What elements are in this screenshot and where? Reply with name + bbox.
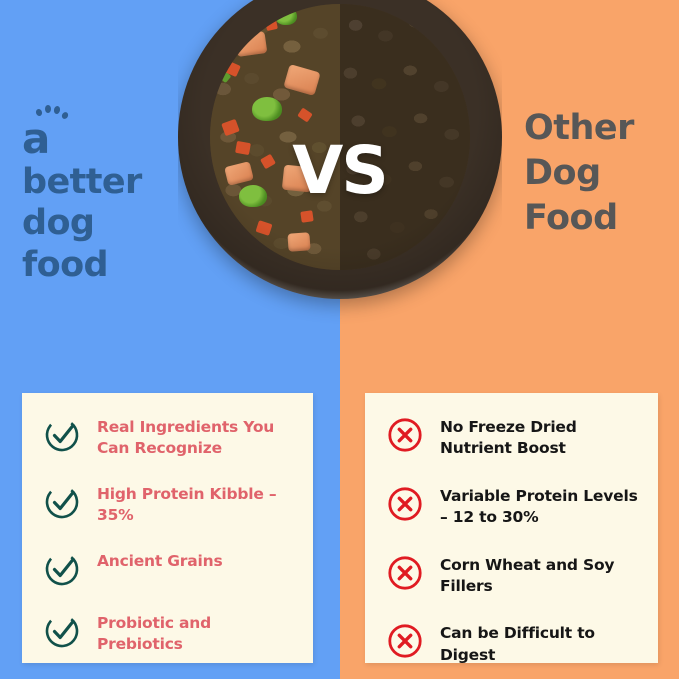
list-item: Variable Protein Levels – 12 to 30% [385, 484, 642, 529]
brand-name-line-3: food [22, 244, 109, 285]
list-item-label: High Protein Kibble – 35% [97, 484, 277, 525]
salmon-piece-icon [234, 31, 268, 58]
salmon-piece-icon [282, 63, 321, 96]
brand-block: a better dog food [22, 104, 202, 286]
check-circle-icon [42, 549, 82, 589]
paw-pad-icon [45, 105, 51, 113]
competitor-title-line-2: Dog [524, 152, 601, 193]
cross-circle-icon [385, 553, 425, 593]
list-item: No Freeze Dried Nutrient Boost [385, 415, 642, 460]
broccoli-piece-icon [251, 97, 282, 122]
list-item-label: Probiotic and Prebiotics [97, 613, 212, 653]
check-circle-icon [42, 482, 82, 522]
list-item: Real Ingredients You Can Recognize [42, 415, 297, 460]
paw-pad-icon [60, 111, 70, 120]
broccoli-piece-icon [275, 6, 298, 25]
list-item: Probiotic and Prebiotics [42, 611, 297, 656]
brand-name-line-1: better [22, 162, 142, 202]
brand-logo-letter: a [22, 114, 51, 163]
brand-name: better dog food [22, 162, 202, 286]
paw-pad-icon [53, 105, 61, 115]
list-item: High Protein Kibble – 35% [42, 482, 297, 527]
list-item-label: Real Ingredients You Can Recognize [97, 418, 275, 458]
carrot-piece-icon [296, 107, 313, 123]
carrot-piece-icon [265, 19, 279, 32]
list-item: Can be Difficult to Digest [385, 621, 642, 666]
check-circle-icon [42, 415, 82, 455]
list-item: Ancient Grains [42, 549, 297, 589]
broccoli-piece-icon [238, 184, 267, 207]
benefits-card: Real Ingredients You Can Recognize High … [22, 393, 313, 663]
bowl-contents [210, 4, 470, 270]
list-item-label: Can be Difficult to Digest [440, 624, 595, 664]
cross-circle-icon [385, 484, 425, 524]
carrot-piece-icon [300, 210, 314, 224]
competitor-title: Other Dog Food [524, 106, 674, 240]
competitor-title-line-1: Other [524, 108, 634, 148]
cross-circle-icon [385, 415, 425, 455]
generic-kibble-half [339, 4, 470, 270]
premium-kibble-half [210, 4, 340, 270]
drawbacks-card: No Freeze Dried Nutrient Boost Variable … [365, 393, 658, 666]
salmon-piece-icon [287, 231, 311, 252]
list-item-label: Corn Wheat and Soy Fillers [440, 555, 615, 595]
carrot-piece-icon [255, 220, 273, 236]
vs-label: VS [292, 132, 389, 209]
list-item-label: Variable Protein Levels – 12 to 30% [440, 486, 638, 527]
paw-a-logo-icon: a [22, 104, 78, 163]
list-item-label: Ancient Grains [97, 551, 223, 570]
competitor-title-line-3: Food [524, 197, 618, 238]
carrot-piece-icon [221, 118, 241, 137]
list-item-label: No Freeze Dried Nutrient Boost [440, 418, 577, 458]
check-circle-icon [42, 611, 82, 651]
cross-circle-icon [385, 621, 425, 661]
list-item: Corn Wheat and Soy Fillers [385, 553, 642, 598]
brand-name-line-2: dog [22, 203, 95, 244]
